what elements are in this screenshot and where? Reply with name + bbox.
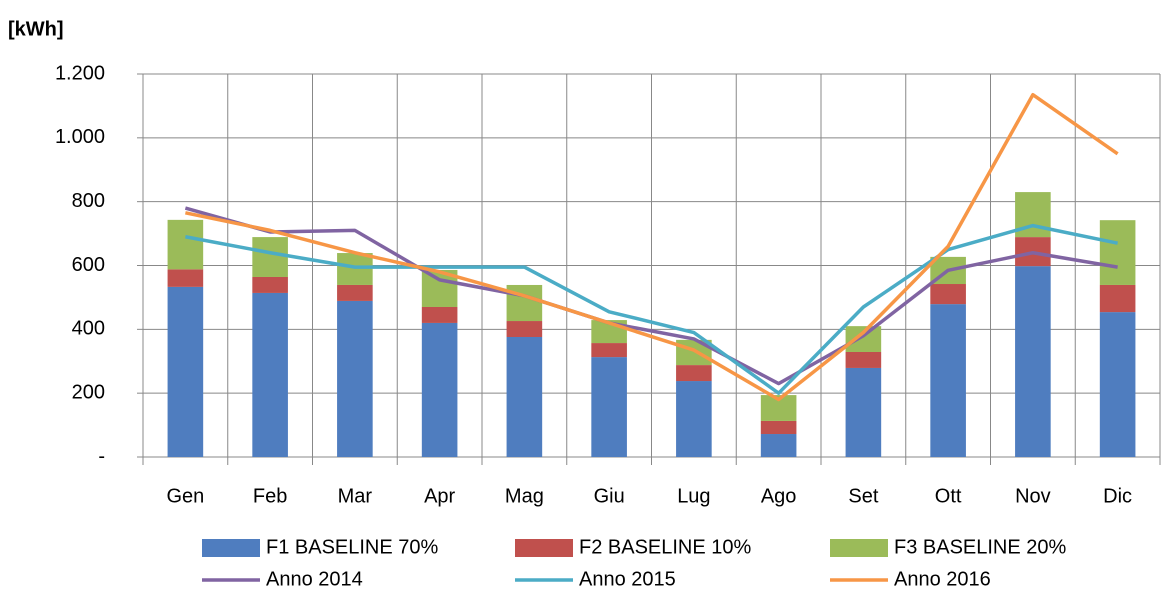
- legend-label: F1 BASELINE 70%: [266, 536, 439, 558]
- bar-segment: [167, 219, 204, 270]
- line-series: [185, 92, 1119, 402]
- bar-segment: [506, 321, 543, 337]
- legend-label: Anno 2016: [894, 568, 991, 590]
- bar-segment: [252, 276, 288, 293]
- x-tick-label: Set: [848, 485, 878, 507]
- bar-segment: [252, 237, 288, 277]
- bar-segment: [421, 322, 458, 457]
- bar-segment: [591, 343, 627, 358]
- bar-segment: [930, 304, 966, 457]
- y-tick-label: 400: [72, 318, 105, 340]
- bar-segment: [167, 286, 204, 457]
- y-axis-label: [kWh]: [8, 18, 64, 40]
- y-tick-label: 1.000: [55, 126, 105, 148]
- bar-segment: [760, 420, 797, 435]
- x-tick-label: Mar: [338, 485, 373, 507]
- bar-segment: [337, 284, 373, 301]
- x-tick-label: Apr: [424, 485, 455, 507]
- x-tick-label: Dic: [1103, 485, 1132, 507]
- bar-segment: [1015, 266, 1051, 457]
- legend-label: F3 BASELINE 20%: [894, 536, 1067, 558]
- bar-segment: [676, 365, 712, 382]
- x-tick-label: Lug: [677, 485, 710, 507]
- bar-segment: [591, 357, 627, 457]
- bar-segment: [1099, 284, 1136, 313]
- line-series: [185, 223, 1118, 395]
- line-series: [184, 206, 1118, 386]
- x-tick-label: Nov: [1015, 485, 1051, 507]
- legend-swatch: [202, 539, 260, 557]
- bar-segment: [845, 326, 882, 352]
- legend-swatch: [830, 539, 888, 557]
- legend-label: F2 BASELINE 10%: [579, 536, 752, 558]
- bar-segment: [252, 292, 288, 457]
- bar-segment: [337, 300, 373, 457]
- y-tick-label: 200: [72, 381, 105, 403]
- bar-segment: [1099, 312, 1136, 457]
- bar-segment: [421, 306, 458, 323]
- bar-segment: [930, 284, 966, 305]
- bar-segment: [506, 336, 543, 457]
- legend-swatch: [515, 539, 573, 557]
- x-tick-label: Giu: [594, 485, 625, 507]
- bar-segment: [167, 269, 204, 287]
- bar-segment: [845, 367, 882, 457]
- bar-segment: [760, 434, 797, 457]
- legend-label: Anno 2015: [579, 568, 676, 590]
- x-tick-label: Feb: [253, 485, 287, 507]
- bar-segment: [845, 351, 882, 368]
- y-tick-label: -: [98, 445, 105, 467]
- y-tick-label: 1.200: [55, 62, 105, 84]
- y-tick-label: 800: [72, 190, 105, 212]
- x-tick-label: Ott: [935, 485, 962, 507]
- bar-segment: [1099, 220, 1136, 285]
- legend-label: Anno 2014: [266, 568, 363, 590]
- bar-segment: [676, 381, 712, 457]
- x-tick-label: Gen: [166, 485, 204, 507]
- x-tick-label: Ago: [761, 485, 797, 507]
- x-tick-label: Mag: [505, 485, 544, 507]
- bar-segment: [506, 284, 543, 322]
- bar-segment: [337, 253, 373, 285]
- y-tick-label: 600: [72, 254, 105, 276]
